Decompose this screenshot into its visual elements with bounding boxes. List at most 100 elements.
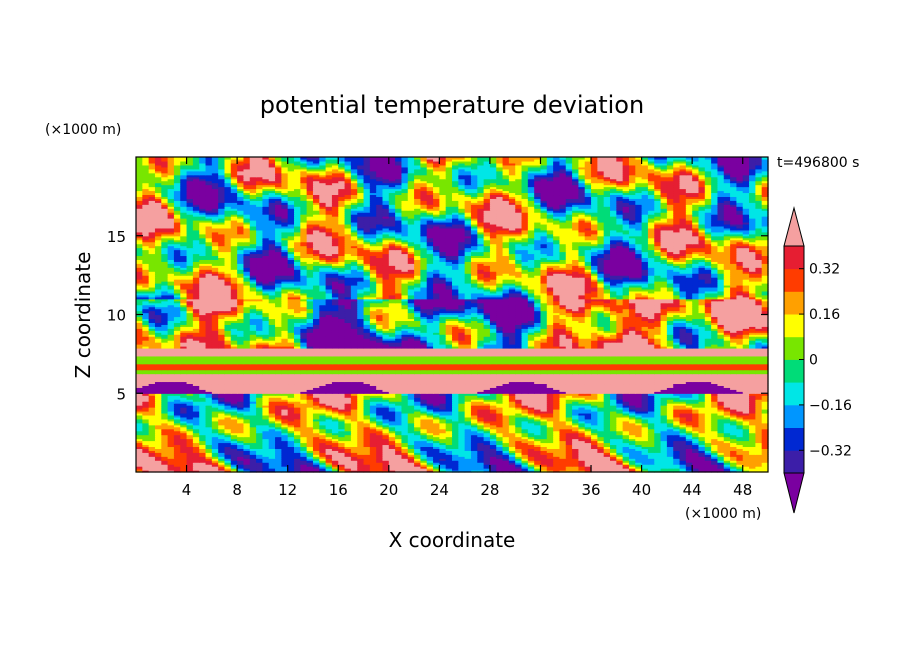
contour-cell	[647, 470, 655, 473]
contour-cell	[572, 470, 579, 473]
contour-cell	[388, 452, 396, 455]
contour-cell	[698, 462, 706, 465]
contour-cell	[704, 434, 712, 438]
contour-cell	[433, 448, 440, 451]
contour-cell	[559, 466, 567, 469]
contour-cell	[192, 432, 200, 436]
contour-cell	[395, 466, 403, 469]
contour-cell	[597, 470, 605, 473]
contour-cell	[597, 424, 605, 428]
contour-cell	[546, 464, 554, 467]
contour-cell	[527, 466, 535, 469]
contour-cell	[287, 428, 295, 432]
contour-cell	[262, 448, 270, 451]
contour-cell	[445, 444, 453, 448]
contour-cell	[591, 436, 598, 440]
contour-cell	[237, 420, 245, 424]
contour-cell	[319, 428, 327, 432]
contour-cell	[673, 428, 681, 432]
contour-cell	[275, 468, 282, 471]
contour-cell	[761, 438, 769, 442]
contour-cell	[452, 432, 459, 436]
contour-cell	[199, 470, 207, 473]
contour-cell	[414, 458, 421, 461]
contour-cell	[433, 458, 440, 461]
contour-cell	[641, 434, 649, 438]
contour-cell	[565, 434, 573, 438]
contour-cell	[685, 446, 693, 449]
contour-cell	[192, 456, 200, 459]
contour-cell	[508, 440, 516, 444]
contour-cell	[464, 458, 472, 461]
contour-cell	[161, 432, 169, 436]
contour-cell	[230, 418, 238, 422]
contour-cell	[211, 442, 219, 446]
contour-cell	[344, 420, 352, 424]
contour-cell	[591, 464, 598, 467]
contour-cell	[300, 424, 308, 428]
contour-cell	[407, 460, 415, 463]
contour-cell	[287, 422, 295, 426]
contour-cell	[312, 422, 320, 426]
contour-cell	[761, 442, 769, 446]
contour-cell	[154, 448, 162, 451]
contour-cell	[338, 434, 346, 438]
contour-cell	[262, 420, 270, 424]
contour-cell	[319, 444, 327, 448]
contour-cell	[256, 442, 263, 446]
contour-cell	[489, 456, 497, 459]
contour-cell	[407, 452, 415, 455]
contour-cell	[148, 442, 156, 446]
contour-cell	[458, 462, 466, 465]
contour-cell	[597, 438, 605, 442]
contour-cell	[243, 448, 251, 451]
contour-cell	[452, 452, 459, 455]
contour-cell	[673, 448, 681, 451]
contour-cell	[477, 452, 485, 455]
contour-cell	[515, 424, 523, 428]
contour-cell	[224, 432, 232, 436]
contour-cell	[641, 470, 649, 473]
contour-cell	[502, 434, 510, 438]
contour-cell	[565, 444, 573, 448]
contour-cell	[249, 422, 257, 426]
contour-cell	[723, 464, 731, 467]
contour-cell	[294, 460, 301, 463]
contour-cell	[489, 458, 497, 461]
contour-cell	[641, 442, 649, 446]
contour-cell	[445, 422, 453, 426]
contour-cell	[515, 452, 523, 455]
contour-cell	[338, 432, 346, 436]
contour-cell	[363, 438, 371, 442]
contour-cell	[350, 458, 358, 461]
contour-cell	[572, 420, 579, 424]
contour-cell	[167, 456, 175, 459]
contour-cell	[199, 436, 207, 440]
contour-cell	[635, 436, 643, 440]
contour-cell	[331, 434, 339, 438]
contour-cell	[470, 456, 478, 459]
contour-cell	[628, 446, 636, 449]
contour-cell	[660, 430, 668, 434]
contour-cell	[369, 466, 377, 469]
contour-cell	[616, 446, 624, 449]
contour-cell	[711, 446, 719, 449]
contour-cell	[167, 442, 175, 446]
contour-cell	[199, 464, 207, 467]
contour-cell	[660, 422, 668, 426]
contour-cell	[553, 428, 561, 432]
contour-cell	[553, 470, 561, 473]
contour-cell	[350, 432, 358, 436]
contour-cell	[458, 420, 466, 424]
contour-cell	[256, 424, 263, 428]
contour-cell	[376, 428, 384, 432]
contour-cell	[325, 422, 333, 426]
contour-cell	[527, 438, 535, 442]
contour-cell	[369, 426, 377, 430]
contour-cell	[401, 426, 409, 430]
contour-cell	[445, 434, 453, 438]
contour-cell	[350, 464, 358, 467]
contour-cell	[192, 418, 200, 422]
contour-cell	[433, 446, 440, 449]
contour-cell	[489, 464, 497, 467]
